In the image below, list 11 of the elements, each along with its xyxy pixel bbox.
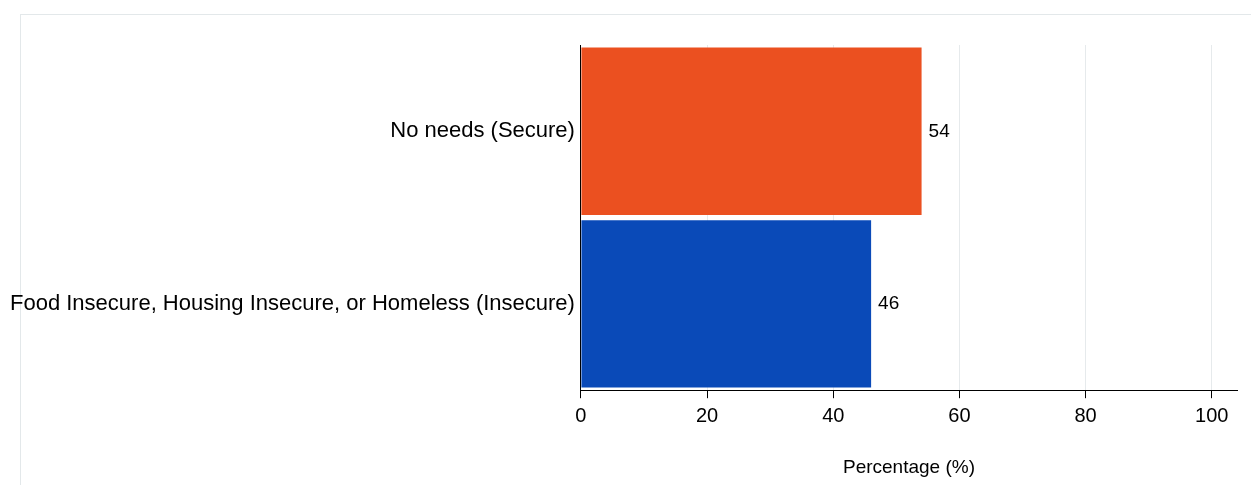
x-axis-title: Percentage (%) [842,455,975,477]
data-label: 46 [878,292,900,314]
y-tick-label: Food Insecure, Housing Insecure, or Homeless (Insecure) [10,289,575,315]
x-tick-label: 100 [1195,403,1229,426]
x-tick-label: 60 [948,403,971,426]
x-tick-label: 80 [1074,403,1097,426]
x-tick-label: 40 [822,403,845,426]
x-tick-label: 0 [575,403,587,426]
data-label: 54 [928,119,951,141]
y-tick-label: No needs (Secure) [390,117,575,143]
x-tick-label: 20 [695,403,719,426]
